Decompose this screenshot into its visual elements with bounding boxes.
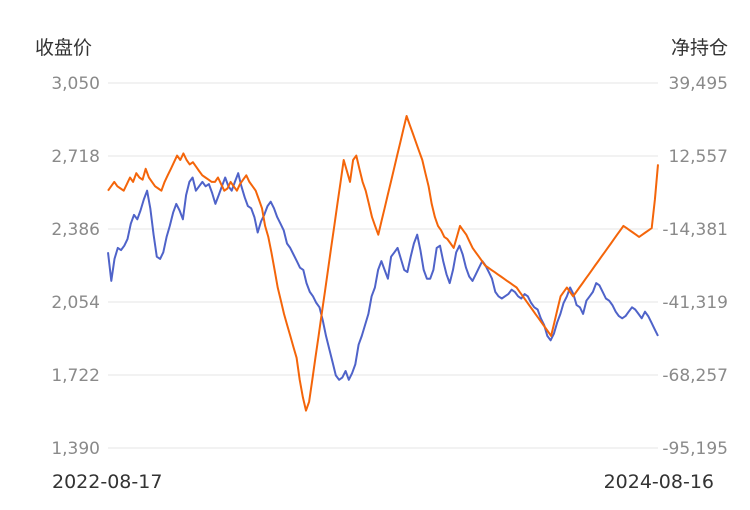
left-tick-label: 1,722 — [51, 366, 100, 386]
right-tick-label: -95,195 — [662, 439, 728, 459]
left-axis-title: 收盘价 — [35, 37, 92, 59]
right-tick-label: -14,381 — [662, 220, 728, 240]
net-series-line — [107, 115, 659, 412]
left-tick-label: 2,718 — [51, 147, 100, 167]
x-end-label: 2024-08-16 — [604, 471, 714, 493]
left-tick-label: 2,054 — [51, 293, 100, 313]
right-axis-title: 净持仓 — [671, 37, 728, 59]
left-tick-label: 1,390 — [51, 439, 100, 459]
left-axis-ticks: 3,050 2,718 2,386 2,054 1,722 1,390 — [51, 74, 100, 459]
x-start-label: 2022-08-17 — [52, 471, 162, 493]
right-axis-ticks: 39,495 12,557 -14,381 -41,319 -68,257 -95,195 — [662, 74, 728, 459]
series-layer — [107, 115, 659, 412]
close-series-line — [107, 172, 659, 381]
right-tick-label: 12,557 — [669, 147, 728, 167]
right-tick-label: -41,319 — [662, 293, 728, 313]
left-tick-label: 3,050 — [51, 74, 100, 94]
right-tick-label: 39,495 — [669, 74, 728, 94]
grid — [108, 82, 658, 449]
right-tick-label: -68,257 — [662, 366, 728, 386]
left-tick-label: 2,386 — [51, 220, 100, 240]
